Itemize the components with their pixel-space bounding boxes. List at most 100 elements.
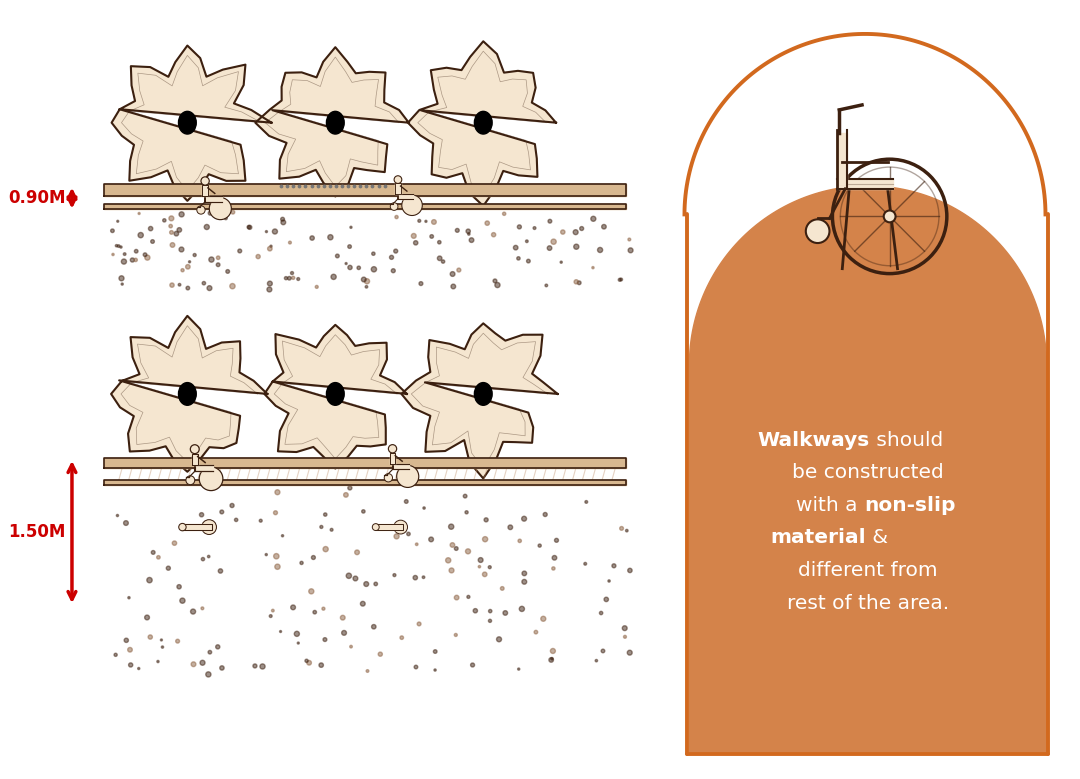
Point [224,280,241,292]
Point [384,521,402,534]
Point [600,575,618,587]
Point [357,578,375,590]
Point [584,213,602,225]
Polygon shape [205,196,221,202]
Circle shape [883,210,895,222]
Point [281,272,298,284]
Polygon shape [255,48,409,196]
Point [578,495,595,508]
Point [334,180,351,192]
Point [203,253,220,266]
Point [594,645,611,657]
Point [485,228,502,241]
Circle shape [373,523,379,530]
Point [289,273,307,285]
Point [173,243,190,256]
Point [410,618,428,630]
Point [217,212,234,224]
Circle shape [210,198,231,220]
Point [279,180,296,192]
Point [573,222,591,234]
Point [316,509,334,521]
Polygon shape [395,184,401,194]
Text: different from: different from [798,561,937,580]
Point [171,279,188,291]
Point [496,207,513,220]
Point [179,282,197,294]
Point [543,653,561,665]
Text: Walkways: Walkways [758,431,869,449]
Point [285,180,302,192]
Point [337,488,354,501]
Point [535,612,552,625]
Point [408,538,426,551]
Point [447,542,464,555]
Point [612,273,630,286]
Point [309,180,326,192]
Point [359,275,376,287]
Point [605,559,622,572]
Circle shape [394,520,407,534]
Polygon shape [104,184,626,196]
Point [570,277,588,289]
Point [447,629,464,641]
Point [200,668,217,681]
Point [298,654,315,667]
Point [138,252,156,264]
Point [472,554,489,566]
Point [460,590,477,603]
Point [174,264,191,277]
Point [212,565,229,577]
Point [526,222,543,234]
Point [444,539,461,552]
Point [388,211,405,224]
Point [219,265,237,277]
Point [417,215,434,227]
Point [397,495,415,508]
Point [305,552,322,564]
Point [531,539,549,552]
Point [186,249,203,261]
Point [383,251,401,263]
Point [519,255,537,267]
Point [113,278,131,291]
Text: rest of the area.: rest of the area. [787,594,949,612]
Polygon shape [390,453,395,464]
Point [160,562,177,574]
Polygon shape [408,41,556,206]
Point [260,284,278,296]
Point [291,180,308,192]
Point [327,180,345,192]
Point [431,236,448,249]
Point [337,257,354,270]
Point [554,226,571,238]
Point [262,610,280,622]
Point [300,657,318,669]
Point [367,578,384,590]
Point [494,582,511,594]
Point [185,605,202,618]
Point [336,626,353,639]
Point [445,280,462,293]
Polygon shape [402,323,557,478]
Ellipse shape [178,111,197,134]
Point [288,628,306,640]
Point [318,543,335,555]
Text: with a: with a [796,496,864,515]
Point [214,661,231,674]
Point [387,245,404,257]
Point [261,277,279,290]
Point [200,550,217,562]
Point [538,279,555,291]
Point [252,514,269,527]
Point [265,605,282,617]
Point [312,659,329,671]
Point [322,231,339,244]
Point [515,513,532,525]
Point [118,516,135,529]
Circle shape [199,467,222,491]
Ellipse shape [326,382,345,405]
Point [127,254,145,266]
Point [278,272,295,284]
Point [464,659,482,671]
